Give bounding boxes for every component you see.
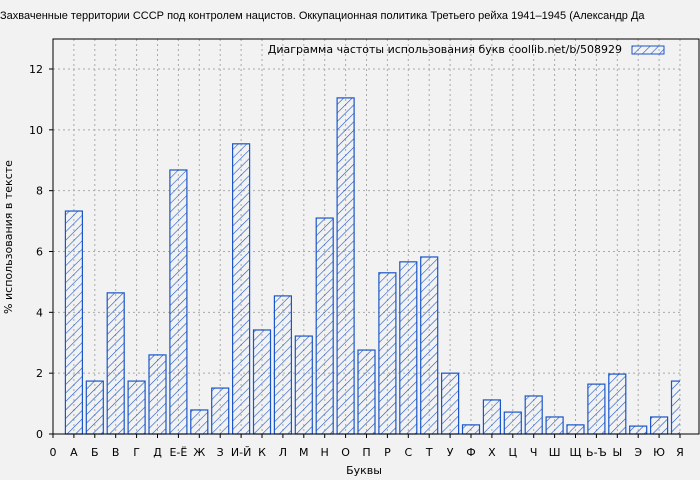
bar-Э: [629, 425, 648, 435]
bar-В: [106, 292, 125, 435]
bar-Д: [148, 354, 167, 435]
bar-Г: [127, 380, 146, 435]
bar-А: [64, 210, 84, 435]
x-tick-label: Т: [425, 446, 433, 459]
bar-Ш: [545, 416, 564, 435]
bar-Ч: [524, 395, 543, 435]
y-tick-label: 4: [36, 306, 43, 319]
y-tick-label: 8: [36, 185, 43, 198]
x-tick-label: Х: [488, 446, 496, 459]
bar-Ж: [190, 409, 209, 435]
bar-Х: [482, 399, 501, 435]
x-tick-label: Д: [153, 446, 162, 459]
y-tick-label: 10: [29, 124, 43, 137]
plot-frame: [52, 38, 700, 435]
x-axis-label: Буквы: [346, 464, 382, 477]
bar-Т: [420, 256, 439, 435]
bar-Я: [670, 380, 680, 435]
x-tick-label: Г: [133, 446, 140, 459]
bar-С: [399, 261, 418, 435]
y-tick-label: 6: [36, 246, 43, 259]
x-tick-label: Б: [91, 446, 99, 459]
legend: Диаграмма частоты использования букв coo…: [268, 43, 665, 56]
x-tick-label: Я: [676, 446, 684, 459]
bar-Ю: [649, 416, 669, 435]
legend-swatch: [631, 45, 665, 55]
bar-З: [211, 387, 230, 435]
x-tick-label: З: [217, 446, 224, 459]
bar-Р: [378, 272, 397, 435]
bar-Ц: [503, 411, 522, 435]
bar-И-Й: [232, 143, 251, 435]
x-tick-label: Ч: [530, 446, 538, 459]
bar-Ь-Ъ: [587, 383, 606, 435]
x-tick-label: Ж: [193, 446, 205, 459]
bar-Ф: [461, 424, 481, 435]
x-tick-label: Л: [279, 446, 287, 459]
x-tick-label: Ы: [612, 446, 622, 459]
x-tick-label: А: [70, 446, 78, 459]
y-axis-label: % использования в тексте: [2, 160, 15, 314]
x-tick-label: Ь-Ъ: [586, 446, 607, 459]
x-tick-label: Ш: [549, 446, 561, 459]
bar-Ы: [608, 373, 627, 435]
x-tick-label: Э: [634, 446, 642, 459]
x-tick-label: Ц: [509, 446, 518, 459]
bar-П: [357, 349, 376, 435]
y-tick-label: 2: [36, 367, 43, 380]
y-tick-label: 12: [29, 63, 43, 76]
x-tick-label: 0: [50, 446, 57, 459]
x-tick-label: У: [447, 446, 454, 459]
bar-Е-Ё: [169, 169, 188, 435]
y-tick-label: 0: [36, 428, 43, 441]
x-tick-label: Н: [321, 446, 329, 459]
x-tick-label: П: [362, 446, 370, 459]
x-tick-label: К: [258, 446, 266, 459]
x-tick-label: Щ: [569, 446, 581, 459]
x-tick-label: Р: [384, 446, 391, 459]
chart-title: Захваченные территории СССР под контроле…: [0, 10, 645, 22]
bar-К: [252, 329, 272, 435]
x-tick-label: Е-Ё: [169, 446, 187, 459]
x-tick-label: Ф: [466, 446, 475, 459]
x-tick-label: Ю: [653, 446, 665, 459]
bar-У: [441, 372, 460, 435]
legend-label: Диаграмма частоты использования букв coo…: [268, 43, 622, 56]
bar-Б: [85, 380, 104, 435]
bar-О: [336, 97, 355, 435]
x-tick-label: О: [341, 446, 350, 459]
x-tick-label: С: [404, 446, 412, 459]
x-tick-label: М: [299, 446, 309, 459]
bar-М: [294, 335, 313, 435]
bar-Л: [273, 295, 292, 435]
x-tick-label: В: [112, 446, 120, 459]
bar-Щ: [566, 424, 585, 435]
x-tick-label: И-Й: [231, 446, 251, 459]
bar-Н: [315, 217, 334, 435]
